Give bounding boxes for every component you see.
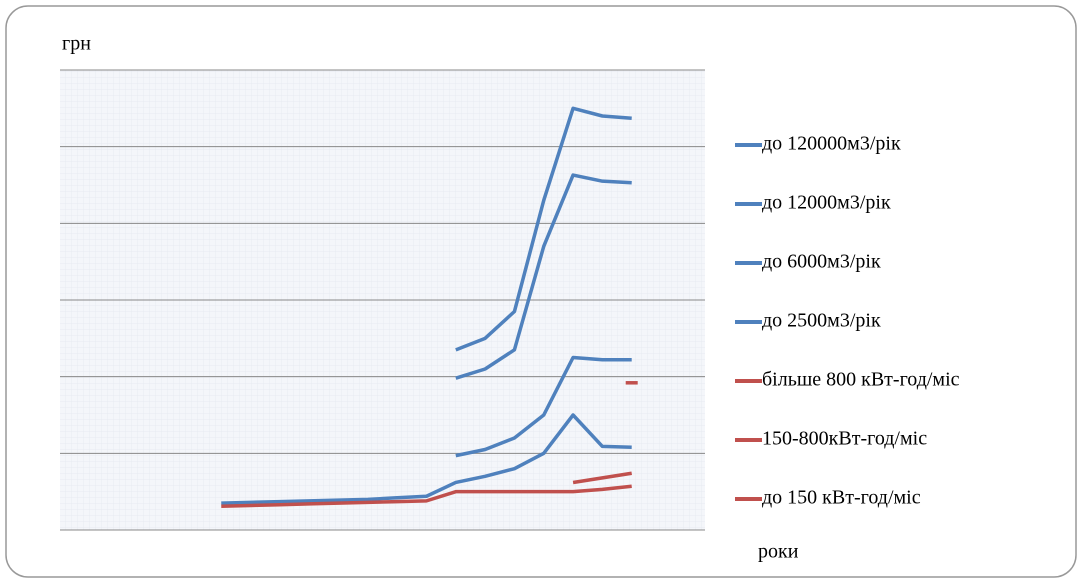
legend-label: до 120000м3/рік bbox=[762, 133, 901, 155]
legend-label: до 12000м3/рік bbox=[762, 192, 891, 214]
y-axis-label: грн bbox=[62, 33, 91, 55]
series-line bbox=[455, 173, 632, 380]
series-line bbox=[455, 106, 632, 352]
legend-label: до 150 кВт-год/міс bbox=[762, 487, 921, 509]
x-axis-label: роки bbox=[758, 541, 799, 563]
legend-label: більше 800 кВт-год/міс bbox=[762, 369, 960, 391]
legend-label: до 6000м3/рік bbox=[762, 251, 881, 273]
series-line bbox=[572, 471, 632, 485]
series-line bbox=[221, 413, 632, 505]
legend-label: 150-800кВт-год/міс bbox=[762, 428, 927, 450]
series-line bbox=[455, 355, 632, 458]
series-line bbox=[221, 484, 632, 508]
legend-label: до 2500м3/рік bbox=[762, 310, 881, 332]
